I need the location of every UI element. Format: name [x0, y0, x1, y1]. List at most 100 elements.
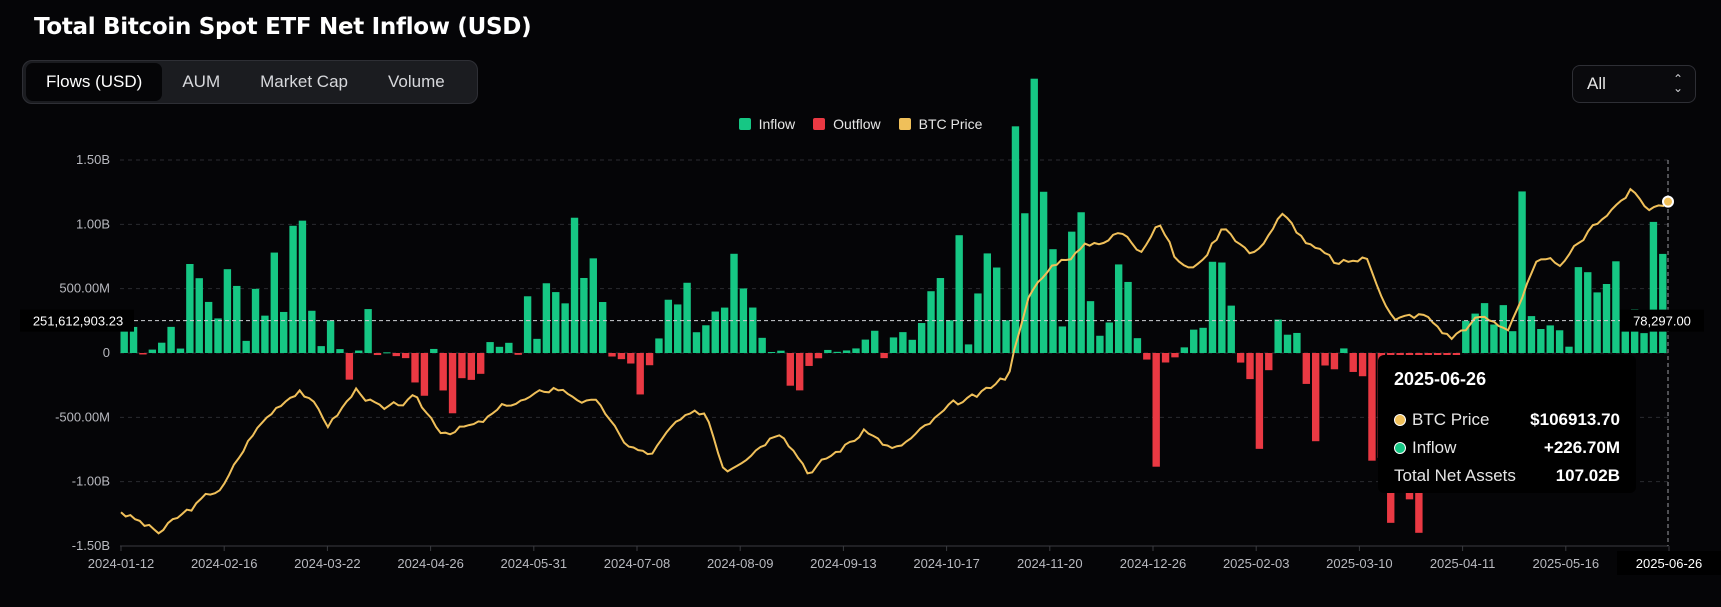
inflow-bar	[383, 352, 391, 354]
inflow-bar	[1527, 316, 1536, 353]
inflow-bar	[993, 267, 1001, 353]
tooltip-inflow-label: Inflow	[1412, 438, 1457, 457]
inflow-bar	[927, 291, 935, 353]
tooltip-row-assets: Total Net Assets 107.02B	[1394, 462, 1620, 490]
range-select-value: All	[1587, 74, 1606, 93]
outflow-bar	[1349, 353, 1357, 372]
outflow-bar	[1143, 353, 1151, 360]
inflow-bar	[720, 307, 729, 353]
inflow-bar	[1490, 324, 1498, 353]
tab-volume[interactable]: Volume	[388, 72, 445, 91]
inflow-bar	[233, 285, 241, 353]
legend-price-label: BTC Price	[918, 116, 983, 132]
inflow-bar	[852, 348, 860, 353]
inflow-bar	[1124, 281, 1132, 353]
inflow-bar	[1049, 249, 1057, 353]
outflow-bar	[645, 353, 654, 366]
x-tick-label: 2025-06-26	[1636, 556, 1703, 571]
x-tick-label: 2025-03-10	[1326, 556, 1393, 571]
inflow-bar	[1227, 305, 1235, 353]
inflow-bar	[1021, 213, 1029, 353]
x-tick-label: 2025-02-03	[1223, 556, 1290, 571]
inflow-bar	[917, 323, 926, 353]
x-tick-label: 2024-03-22	[294, 556, 361, 571]
tab-flows[interactable]: Flows (USD)	[26, 63, 163, 101]
inflow-bar	[1612, 261, 1620, 353]
metric-tabs: Flows (USD) AUM Market Cap Volume	[22, 60, 478, 104]
inflow-bar	[1649, 221, 1658, 353]
outflow-bar	[467, 353, 476, 380]
outflow-bar	[880, 353, 888, 359]
legend-price-swatch	[898, 118, 911, 130]
inflow-bar	[561, 303, 569, 353]
legend-outflow[interactable]: Outflow	[813, 116, 881, 132]
inflow-bar	[833, 351, 841, 353]
inflow-bar	[711, 311, 719, 353]
outflow-bar	[1302, 353, 1310, 384]
y-axis: 1.50B 1.00B 500.00M 0 -500.00M -1.00B -1.50B	[55, 152, 110, 553]
outflow-bar	[1321, 353, 1329, 366]
inflow-bar	[1499, 305, 1508, 353]
x-tick-label: 2024-05-31	[501, 556, 568, 571]
inflow-bar	[158, 342, 166, 353]
inflow-bar	[1068, 231, 1076, 353]
inflow-bar	[533, 338, 541, 353]
legend-price[interactable]: BTC Price	[898, 116, 983, 132]
tooltip-price-label: BTC Price	[1412, 410, 1490, 429]
inflow-bar	[964, 344, 973, 353]
range-select[interactable]: All ⌃ ⌄	[1572, 65, 1696, 103]
legend-inflow[interactable]: Inflow	[738, 116, 795, 132]
tooltip-row-inflow: Inflow +226.70M	[1394, 434, 1620, 462]
inflow-bar	[1509, 331, 1517, 353]
tab-aum[interactable]: AUM	[182, 72, 221, 91]
inflow-bar	[1133, 338, 1142, 353]
inflow-bar	[1621, 312, 1629, 353]
x-tick-label: 2024-02-16	[191, 556, 258, 571]
legend-inflow-swatch	[738, 118, 751, 130]
inflow-bar	[552, 292, 560, 353]
tooltip-date: 2025-06-26	[1394, 369, 1487, 389]
outflow-bar	[514, 353, 522, 355]
inflow-bar	[655, 338, 663, 353]
inflow-bar	[1208, 261, 1217, 353]
inflow-bar	[167, 326, 175, 353]
y-tick-label: 0	[103, 345, 110, 360]
x-tick-label: 2024-01-12	[88, 556, 155, 571]
inflow-bar	[1274, 319, 1282, 353]
outflow-bar	[448, 353, 457, 414]
inflow-bar	[1602, 283, 1611, 353]
inflow-bar	[1114, 264, 1123, 353]
inflow-bar	[946, 320, 954, 353]
outflow-bar	[795, 353, 804, 391]
outflow-bar	[401, 353, 410, 359]
outflow-bar	[420, 353, 429, 396]
inflow-bar	[1190, 329, 1198, 353]
inflow-bar	[664, 299, 673, 353]
inflow-bar	[824, 349, 832, 353]
inflow-bar	[598, 302, 607, 353]
outflow-bar	[786, 353, 794, 386]
y-tick-label: -1.50B	[72, 538, 110, 553]
inflow-bar	[486, 342, 494, 353]
legend-outflow-swatch	[813, 118, 826, 130]
inflow-bar	[242, 340, 250, 353]
outflow-bar	[439, 353, 447, 391]
inflow-bar	[674, 304, 682, 353]
x-tick-label: 2024-12-26	[1120, 556, 1187, 571]
legend-outflow-label: Outflow	[833, 116, 881, 132]
inflow-bar	[580, 277, 588, 353]
inflow-bar	[214, 318, 222, 353]
inflow-bar	[1058, 326, 1067, 353]
page-title: Total Bitcoin Spot ETF Net Inflow (USD)	[34, 14, 532, 40]
outflow-bar	[608, 353, 616, 357]
y-tick-label: -500.00M	[55, 409, 110, 424]
crosshair-flow-label: 251,612,903.23	[33, 314, 123, 329]
y-tick-label: 500.00M	[59, 281, 110, 296]
inflow-bar	[871, 330, 879, 353]
outflow-bar	[636, 353, 644, 395]
inflow-bar	[1039, 191, 1048, 353]
tab-market-cap[interactable]: Market Cap	[260, 72, 348, 91]
inflow-bar	[542, 283, 551, 353]
inflow-bar	[983, 253, 992, 353]
